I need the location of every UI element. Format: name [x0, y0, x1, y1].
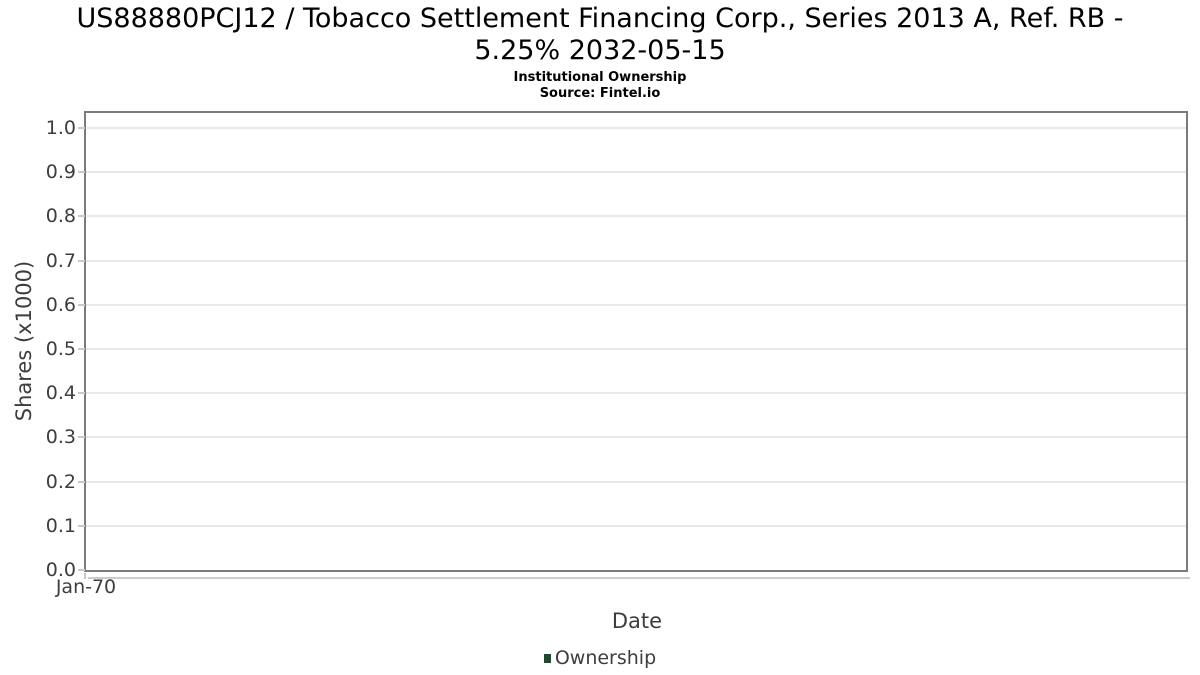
y-tick-mark: [78, 171, 85, 174]
gridline: [86, 259, 1186, 262]
chart-subtitle: Institutional Ownership: [513, 70, 687, 85]
y-tick-mark: [78, 436, 85, 439]
y-tick-label: 0.6: [45, 293, 76, 316]
y-tick-mark: [78, 303, 85, 306]
x-tick-mark: [84, 573, 86, 579]
gridline: [86, 392, 1186, 395]
plot-area: [84, 111, 1188, 572]
gridline: [86, 436, 1186, 439]
y-tick-label: 0.3: [45, 426, 76, 449]
y-axis-label: Shares (x1000): [12, 260, 36, 422]
x-axis-label: Date: [611, 609, 663, 633]
y-tick-label: 0.4: [45, 382, 76, 405]
y-tick-label: 0.9: [45, 161, 76, 184]
y-tick-mark: [78, 127, 85, 129]
y-tick-mark: [78, 259, 85, 262]
y-tick-mark: [78, 569, 85, 571]
gridline: [86, 171, 1186, 174]
gridline: [86, 524, 1186, 527]
chart-header: US88880PCJ12 / Tobacco Settlement Financ…: [0, 0, 1200, 102]
y-tick-mark: [78, 348, 85, 350]
y-tick-label: 0.5: [45, 338, 76, 360]
x-tick-label: Jan-70: [55, 576, 117, 598]
gridline: [86, 480, 1186, 483]
legend-label: Ownership: [554, 647, 657, 669]
gridline: [86, 348, 1186, 350]
y-tick-label: 0.0: [45, 559, 76, 581]
legend-swatch-icon: [543, 653, 551, 663]
y-tick-label: 1.0: [45, 117, 76, 139]
y-tick-mark: [78, 215, 85, 218]
legend: Ownership: [0, 645, 1200, 671]
gridline: [86, 215, 1186, 218]
y-tick-label: 0.1: [45, 514, 76, 537]
y-tick-mark: [78, 392, 85, 395]
y-tick-label: 0.2: [45, 470, 76, 493]
chart-title-line1: US88880PCJ12 / Tobacco Settlement Financ…: [76, 3, 1124, 34]
gridline: [86, 303, 1186, 306]
gridline: [86, 127, 1186, 129]
y-tick-mark: [78, 524, 85, 527]
plot-shadow: [88, 577, 1190, 579]
chart-title-line2: 5.25% 2032-05-15: [474, 35, 726, 66]
y-tick-label: 0.7: [45, 249, 76, 272]
y-tick-mark: [78, 480, 85, 483]
y-tick-label: 0.8: [45, 205, 76, 228]
chart-source: Source: Fintel.io: [539, 86, 661, 101]
chart-title: US88880PCJ12 / Tobacco Settlement Financ…: [0, 3, 1200, 67]
